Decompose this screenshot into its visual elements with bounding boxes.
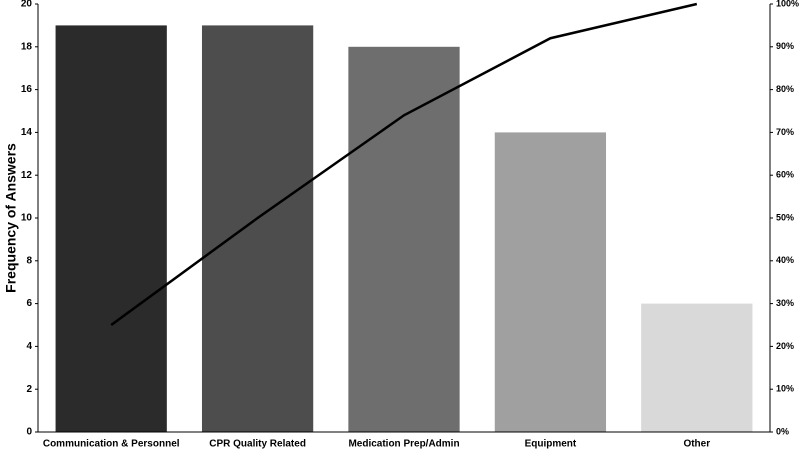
x-tick-label: Other <box>683 439 710 450</box>
y-tick-label: 4 <box>26 341 32 352</box>
y-tick-label: 20 <box>21 0 33 10</box>
y2-tick-label: 100% <box>776 0 799 8</box>
y-tick-label: 10 <box>21 213 33 224</box>
y-tick-label: 16 <box>21 84 33 95</box>
y2-tick-label: 80% <box>776 84 794 94</box>
y2-tick-label: 0% <box>776 426 789 436</box>
y2-tick-label: 20% <box>776 341 794 351</box>
y2-tick-label: 60% <box>776 170 794 180</box>
bar <box>494 132 607 432</box>
y-tick-label: 12 <box>21 170 33 181</box>
y-axis-label: Frequency of Answers <box>3 143 19 293</box>
x-tick-label: Equipment <box>525 439 577 450</box>
y-tick-label: 8 <box>26 255 32 266</box>
y2-tick-label: 50% <box>776 212 794 222</box>
bar <box>641 303 753 432</box>
bar <box>201 25 314 433</box>
x-tick-label: Medication Prep/Admin <box>348 439 459 450</box>
x-tick-label: Communication & Personnel <box>43 439 180 450</box>
y-tick-label: 14 <box>21 127 33 138</box>
y2-tick-label: 40% <box>776 255 794 265</box>
cumulative-line <box>110 2 698 327</box>
y-tick-label: 6 <box>26 298 32 309</box>
bar <box>348 46 460 433</box>
y2-tick-label: 70% <box>776 127 794 137</box>
x-tick-label: CPR Quality Related <box>209 439 306 450</box>
y-tick-label: 0 <box>26 427 32 438</box>
y-tick-label: 2 <box>26 384 32 395</box>
y2-tick-label: 30% <box>776 298 794 308</box>
y2-tick-label: 90% <box>776 41 794 51</box>
bar <box>55 25 167 433</box>
y-tick-label: 18 <box>21 41 33 52</box>
y2-tick-label: 10% <box>776 384 794 394</box>
